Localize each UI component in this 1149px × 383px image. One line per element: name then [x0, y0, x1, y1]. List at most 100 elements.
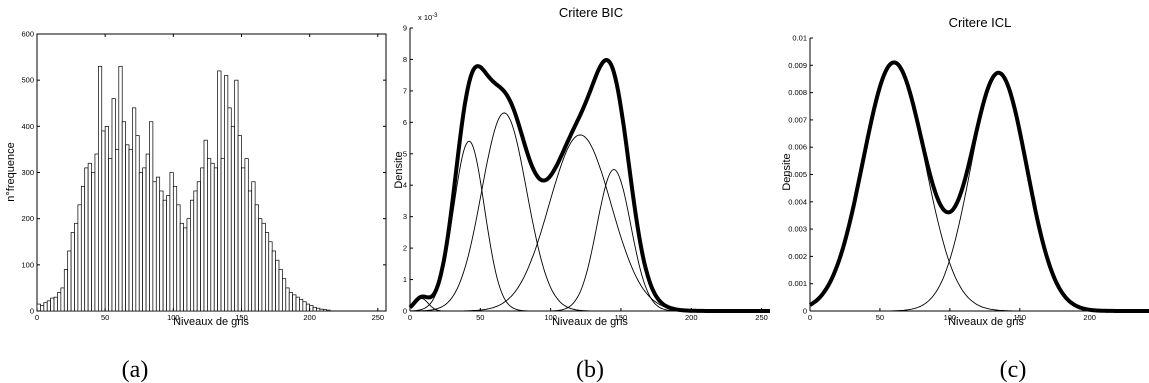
histogram-bar: [101, 130, 106, 312]
icl-xlabel: Niveaux de gris: [948, 316, 1024, 328]
icl-ytick-label: 0.005: [788, 170, 807, 179]
histogram-ytick-label: 500: [21, 76, 34, 85]
histogram-xtick-label: 100: [167, 313, 180, 322]
histogram-bar: [46, 300, 51, 312]
histogram-bar: [230, 125, 236, 312]
histogram-bar: [87, 162, 92, 312]
histogram-bar: [162, 199, 167, 312]
histogram-bar: [299, 299, 304, 312]
histogram-ytick-label: 600: [21, 30, 34, 39]
histogram-bar: [251, 181, 256, 312]
histogram-ytick-label: 0: [30, 307, 34, 316]
histogram-bar: [172, 186, 178, 312]
histogram-bar: [125, 144, 130, 312]
histogram-xtick-label: 50: [101, 313, 109, 322]
bic-xtick-label: 100: [544, 313, 557, 322]
icl-component-curve: [809, 62, 1149, 312]
histogram-bar: [108, 158, 113, 312]
histogram-bar: [152, 181, 157, 312]
bic-xtick-label: 0: [408, 313, 412, 322]
histogram-bar: [80, 186, 86, 312]
histogram-bar: [97, 65, 103, 312]
histogram-bar: [196, 181, 201, 312]
bic-ticks: 0 50 100 150 200 250 0 1 2 3 4 5 6 7 8 9: [403, 24, 768, 323]
histogram-ytick-label: 100: [21, 260, 34, 269]
histogram-bar: [309, 305, 314, 312]
caption-b: (b): [576, 357, 604, 383]
bic-title: Critere BIC: [559, 5, 623, 20]
histogram-bar: [53, 296, 58, 312]
histogram-bar: [115, 149, 120, 312]
histogram-xlabel: Niveaux de gris: [173, 316, 249, 328]
bic-ytick-label: 4: [403, 181, 407, 190]
histogram-bar: [155, 176, 161, 312]
icl-mixture-curve: [809, 60, 1149, 313]
histogram-bar: [132, 107, 137, 312]
icl-title: Critere ICL: [949, 15, 1012, 30]
histogram-bar: [135, 135, 140, 312]
histogram-bar: [40, 305, 45, 312]
icl-xtick-label: 200: [1083, 313, 1096, 322]
icl-ticks: 05010015020025000.0010.0020.0030.0040.00…: [788, 34, 1096, 323]
histogram-ytick-label: 400: [21, 122, 34, 131]
histogram-ytick-label: 300: [21, 168, 34, 177]
histogram-bar: [190, 199, 195, 312]
bic-component-curve: [410, 134, 770, 312]
histogram-bar: [74, 222, 79, 312]
icl-ytick-label: 0.01: [792, 34, 807, 43]
histogram-ytick-label: 200: [21, 214, 34, 223]
histogram-xtick-label: 150: [235, 313, 248, 322]
icl-ytick-label: 0.004: [788, 197, 807, 206]
histogram-panel: 0 50 100 150 200 250 0 100 200 300 400 500 600 Nivea…: [5, 30, 387, 383]
bic-xtick-label: 200: [685, 313, 698, 322]
bic-component-curve: [410, 112, 770, 312]
icl-ylabel: Densite: [781, 153, 793, 190]
icl-curves: [809, 60, 1149, 313]
histogram-bar: [145, 153, 150, 312]
histogram-bar: [118, 65, 123, 312]
histogram-bar: [292, 294, 297, 312]
icl-component-curve: [810, 73, 1149, 312]
icl-ytick-label: 0.001: [788, 279, 807, 288]
bic-ytick-label: 2: [403, 244, 407, 253]
histogram-bar: [207, 158, 212, 312]
bic-ytick-label: 3: [403, 212, 407, 221]
histogram-bar: [264, 232, 270, 312]
histogram-bar: [312, 306, 317, 312]
histogram-bar: [159, 190, 164, 312]
histogram-bar: [241, 167, 246, 312]
bic-component-curve: [409, 140, 770, 312]
bic-ytick-label: 5: [403, 149, 407, 158]
histogram-bar: [322, 309, 328, 312]
histogram-bar: [200, 167, 205, 312]
icl-ytick-label: 0.006: [788, 143, 807, 152]
histogram-bar: [149, 121, 154, 312]
histogram-bar: [183, 227, 188, 312]
icl-xtick-label: 50: [876, 313, 884, 322]
histogram-bar: [138, 172, 144, 312]
bic-component-curve: [410, 169, 770, 312]
histogram-bar: [244, 158, 249, 312]
histogram-ylabel: n°frequence: [5, 142, 17, 201]
histogram-bar: [121, 121, 126, 312]
histogram-bar: [282, 278, 287, 312]
caption-a: (a): [122, 357, 149, 383]
histogram-bar: [285, 287, 290, 312]
histogram-bar: [91, 172, 96, 312]
bic-ytick-label: 6: [403, 118, 407, 127]
icl-ytick-label: 0.009: [788, 61, 807, 70]
histogram-bar: [261, 222, 266, 312]
histogram-bar: [70, 232, 75, 312]
icl-ytick-label: 0.007: [788, 115, 807, 124]
caption-c: (c): [1000, 357, 1027, 383]
histogram-xtick-label: 250: [372, 313, 385, 322]
histogram-bar: [57, 292, 62, 312]
histogram-bar: [316, 307, 321, 312]
histogram-bar: [319, 308, 324, 312]
bic-ytick-label: 1: [403, 275, 407, 284]
histogram-bar: [50, 297, 55, 312]
bic-xtick-label: 250: [755, 313, 768, 322]
icl-ytick-label: 0: [803, 307, 807, 316]
histogram-bar: [193, 190, 198, 312]
